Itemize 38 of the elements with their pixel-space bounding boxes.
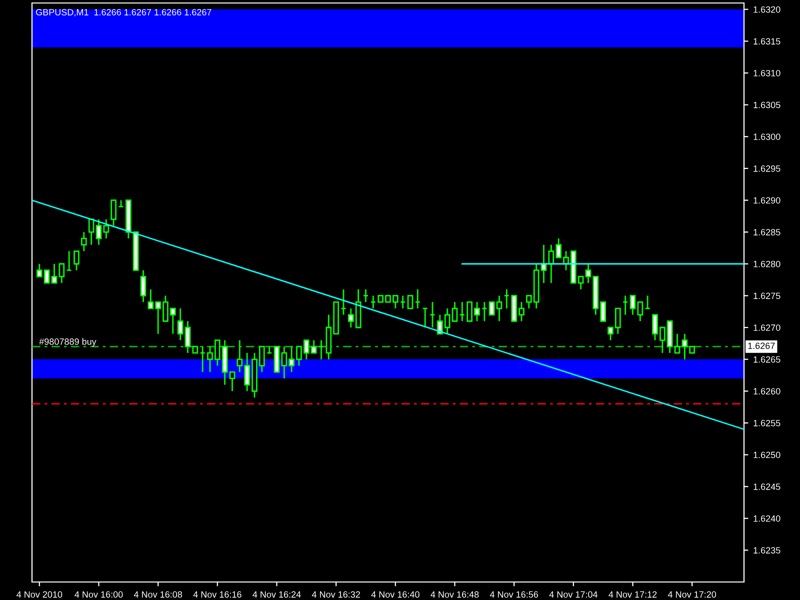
x-tick-label: 4 Nov 16:48: [430, 591, 479, 598]
text: GBPUSD,M1 1.6266 1.6267 1.6266 1.6267: [36, 9, 212, 16]
x-tick-label: 4 Nov 16:40: [371, 591, 420, 598]
x-tick-label: 4 Nov 2010: [16, 591, 62, 598]
candlestick: [74, 250, 80, 271]
ref-line-label: #9807889 buy: [39, 338, 96, 347]
y-tick-label: 1.6265: [754, 356, 780, 363]
y-tick-label: 1.6310: [754, 70, 780, 76]
candlestick: [407, 294, 414, 310]
x-tick-label: 4 Nov 16:32: [312, 591, 360, 598]
candlestick: [140, 270, 146, 303]
y-tick-label: 1.6245: [754, 484, 780, 490]
y-tick-label: 1.6270: [754, 324, 780, 331]
annotation: 1.6267: [748, 342, 775, 350]
y-tick-label: 1.6290: [754, 197, 780, 204]
candlestick: [110, 200, 117, 226]
y-tick-label: 1.6295: [754, 165, 780, 172]
x-tick-label: 4 Nov 16:24: [252, 591, 301, 598]
x-tick-label: 4 Nov 16:56: [490, 591, 538, 598]
y-tick-label: 1.6315: [754, 38, 780, 45]
y-tick-label: 1.6250: [754, 452, 780, 458]
y-tick-label: 1.6305: [754, 102, 780, 108]
y-tick-label: 1.6235: [754, 547, 780, 554]
x-tick-label: 4 Nov 17:20: [668, 591, 716, 598]
x-tick-label: 4 Nov 17:04: [549, 591, 598, 598]
y-tick-label: 1.6255: [754, 420, 780, 426]
y-tick-label: 1.6280: [754, 260, 780, 268]
y-tick-label: 1.6275: [754, 292, 780, 300]
y-tick-label: 1.6285: [754, 229, 780, 236]
y-tick-label: 1.6300: [754, 134, 780, 140]
y-tick-label: 1.6260: [754, 388, 780, 394]
y-tick-label: 1.6240: [754, 515, 780, 522]
x-tick-label: 4 Nov 16:00: [74, 591, 123, 598]
y-tick-label: 1.6320: [754, 6, 780, 13]
x-tick-label: 4 Nov 17:12: [608, 591, 657, 598]
candlestick: [80, 231, 87, 252]
x-tick-label: 4 Nov 16:08: [134, 591, 182, 598]
x-tick-label: 4 Nov 16:16: [193, 591, 242, 598]
